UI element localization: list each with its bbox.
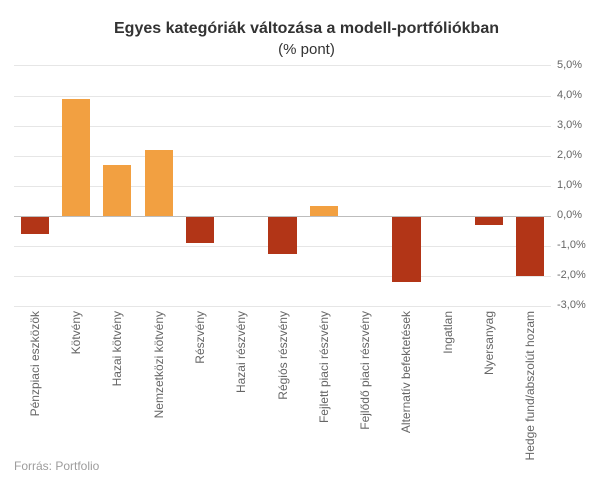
bar-slot: [510, 66, 551, 305]
chart-title: Egyes kategóriák változása a modell-port…: [14, 18, 599, 40]
y-tick-label: -3,0%: [557, 299, 586, 311]
bar: [310, 206, 338, 217]
plot-area: [14, 65, 551, 305]
x-axis-label: Fejlődő piaci részvény: [358, 311, 372, 430]
plot-area-row: 5,0%4,0%3,0%2,0%1,0%0,0%-1,0%-2,0%-3,0%: [14, 65, 599, 305]
x-axis-labels: Pénzpiaci eszközök Kötvény Hazai kötvény Ne…: [14, 305, 551, 455]
bar-slot: [97, 66, 138, 305]
x-axis-label: Nyersanyag: [482, 311, 496, 375]
bar-slot: [345, 66, 386, 305]
x-label-slot: Alternatív befektetések: [386, 305, 427, 455]
bar-slot: [14, 66, 55, 305]
x-axis-label: Alternatív befektetések: [399, 311, 413, 433]
source-text: Forrás: Portfolio: [14, 459, 599, 473]
bar-slot: [55, 66, 96, 305]
zero-line: [14, 216, 551, 217]
bar-slot: [179, 66, 220, 305]
x-label-slot: Fejlődő piaci részvény: [345, 305, 386, 455]
chart-subtitle: (% pont): [14, 40, 599, 60]
x-label-slot: Ingatlan: [427, 305, 468, 455]
x-label-slot: Hazai kötvény: [97, 305, 138, 455]
x-label-slot: Kötvény: [55, 305, 96, 455]
chart-container: Egyes kategóriák változása a modell-port…: [0, 0, 613, 504]
x-label-slot: Fejlett piaci részvény: [303, 305, 344, 455]
bar-slot: [303, 66, 344, 305]
x-axis-label: Hazai részvény: [234, 311, 248, 393]
bar: [392, 216, 420, 282]
bar: [103, 165, 131, 216]
x-label-slot: Részvény: [179, 305, 220, 455]
x-label-slot: Hazai részvény: [221, 305, 262, 455]
y-tick-label: -1,0%: [557, 239, 586, 251]
x-axis-label: Nemzetközi kötvény: [152, 311, 166, 418]
x-label-slot: Régiós részvény: [262, 305, 303, 455]
y-axis: 5,0%4,0%3,0%2,0%1,0%0,0%-1,0%-2,0%-3,0%: [551, 65, 599, 305]
bar: [475, 216, 503, 225]
x-label-slot: Nyersanyag: [468, 305, 509, 455]
y-tick-label: 1,0%: [557, 179, 582, 191]
bar-slot: [262, 66, 303, 305]
y-tick-label: 4,0%: [557, 89, 582, 101]
bar: [186, 216, 214, 243]
bar: [21, 216, 49, 234]
x-label-slot: Pénzpiaci eszközök: [14, 305, 55, 455]
x-axis-label: Fejlett piaci részvény: [317, 311, 331, 423]
bar: [516, 216, 544, 276]
x-label-slot: Nemzetközi kötvény: [138, 305, 179, 455]
bar-slot: [138, 66, 179, 305]
x-axis-label: Régiós részvény: [276, 311, 290, 400]
y-tick-label: 5,0%: [557, 59, 582, 71]
bar: [62, 99, 90, 216]
x-axis-label: Pénzpiaci eszközök: [28, 311, 42, 416]
y-tick-label: -2,0%: [557, 269, 586, 281]
x-axis-label: Ingatlan: [441, 311, 455, 354]
bar-slot: [427, 66, 468, 305]
bar: [145, 150, 173, 216]
y-tick-label: 3,0%: [557, 119, 582, 131]
y-tick-label: 0,0%: [557, 209, 582, 221]
x-label-slot: Hedge fund/abszolút hozam: [510, 305, 551, 455]
x-axis-label: Részvény: [193, 311, 207, 364]
bars-layer: [14, 66, 551, 305]
x-axis-label: Hazai kötvény: [110, 311, 124, 386]
x-axis-label: Hedge fund/abszolút hozam: [523, 311, 537, 460]
bar-slot: [221, 66, 262, 305]
x-axis-label: Kötvény: [69, 311, 83, 354]
bar: [268, 216, 296, 254]
bar-slot: [386, 66, 427, 305]
bar-slot: [468, 66, 509, 305]
y-tick-label: 2,0%: [557, 149, 582, 161]
